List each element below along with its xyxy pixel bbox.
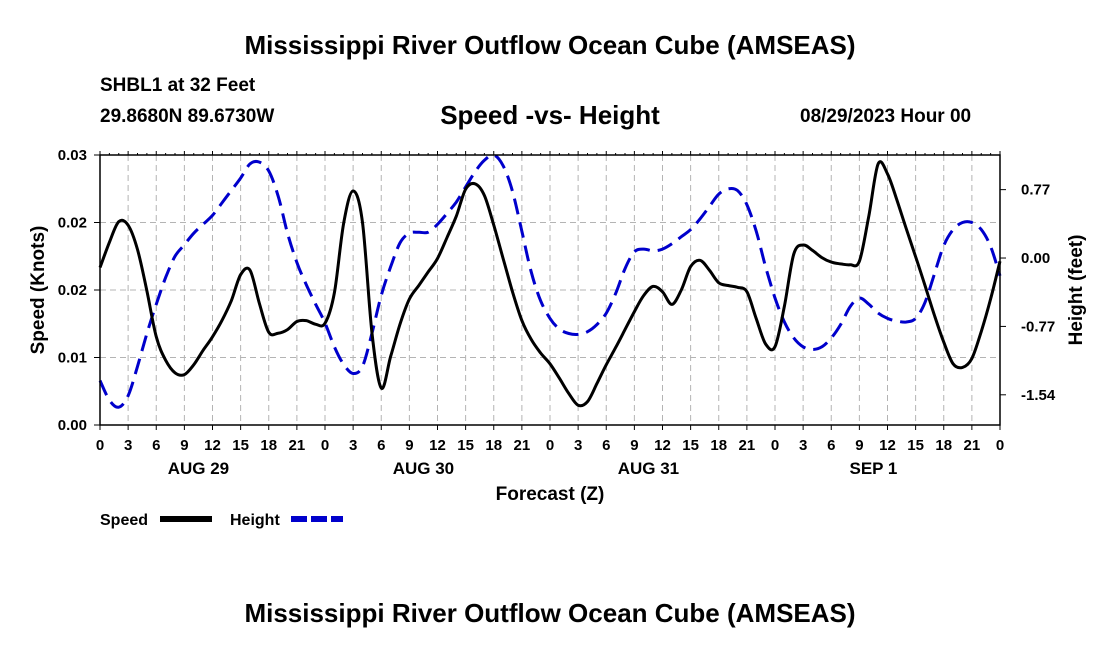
y-right-axis-title: Height (feet) [1066,235,1087,346]
x-tick-label: 0 [771,437,779,454]
x-tick-label: 9 [180,437,188,454]
date-label: SEP 1 [849,459,897,478]
x-tick-label: 0 [546,437,554,454]
x-tick-label: 6 [377,437,385,454]
y-left-axis-title: Speed (Knots) [28,226,49,355]
series-lines [98,153,1002,409]
x-tick-label: 18 [710,437,727,454]
date-label: AUG 31 [618,459,679,478]
legend-label-height: Height [230,512,280,529]
x-tick-label: 15 [457,437,474,454]
x-tick-label: 21 [739,437,756,454]
x-tick-label: 15 [232,437,249,454]
x-tick-label: 9 [855,437,863,454]
x-tick-label: 6 [602,437,610,454]
coordinates-label: 29.8680N 89.6730W [100,106,275,127]
forecast-datetime: 08/29/2023 Hour 00 [800,106,972,127]
y-left-tick-label: 0.01 [58,350,87,367]
x-tick-label: 21 [964,437,981,454]
plot-frame [99,154,1001,426]
x-tick-label: 9 [405,437,413,454]
x-tick-label: 15 [907,437,924,454]
height-series-line [98,153,1002,409]
y-left-tick-label: 0.02 [58,282,87,299]
x-tick-label: 3 [124,437,132,454]
y-right-tick-label: -1.54 [1021,387,1056,404]
x-tick-label: 9 [630,437,638,454]
x-tick-label: 18 [260,437,277,454]
repeated-chart-title: Mississippi River Outflow Ocean Cube (AM… [244,598,856,628]
x-tick-label: 3 [349,437,357,454]
y-left-tick-label: 0.00 [58,417,87,434]
x-tick-label: 18 [485,437,502,454]
y-right-tick-label: -0.77 [1021,318,1055,335]
x-tick-label: 3 [799,437,807,454]
x-tick-label: 0 [321,437,329,454]
x-tick-label: 3 [574,437,582,454]
x-tick-label: 6 [827,437,835,454]
y-right-tick-label: 0.00 [1021,250,1050,267]
legend-label-speed: Speed [100,512,148,529]
x-tick-label: 18 [935,437,952,454]
date-label: AUG 29 [168,459,229,478]
chart-subtitle: Speed -vs- Height [440,100,660,130]
x-tick-label: 0 [996,437,1004,454]
date-label: AUG 30 [393,459,454,478]
x-tick-label: 0 [96,437,104,454]
x-tick-label: 12 [429,437,446,454]
x-tick-label: 21 [289,437,306,454]
x-tick-label: 6 [152,437,160,454]
speed-series-line [98,160,1002,408]
axis-labels: 0 3 6 9 12 15 18 21 0 3 6 9 12 15 18 21 0 3 6 9 12 15 18 21 0 3 6 9… [28,147,1087,505]
y-right-tick-label: 0.77 [1021,182,1050,199]
station-label: SHBL1 at 32 Feet [100,75,256,96]
chart-title: Mississippi River Outflow Ocean Cube (AM… [244,30,856,60]
x-tick-label: 12 [879,437,896,454]
legend: Speed Height [100,512,343,529]
grid [100,155,1000,425]
x-tick-label: 21 [514,437,531,454]
x-tick-label: 12 [204,437,221,454]
y-left-tick-label: 0.03 [58,147,87,164]
x-tick-label: 15 [682,437,699,454]
y-left-tick-label: 0.02 [58,215,87,232]
x-axis-title: Forecast (Z) [496,484,605,505]
x-tick-label: 12 [654,437,671,454]
